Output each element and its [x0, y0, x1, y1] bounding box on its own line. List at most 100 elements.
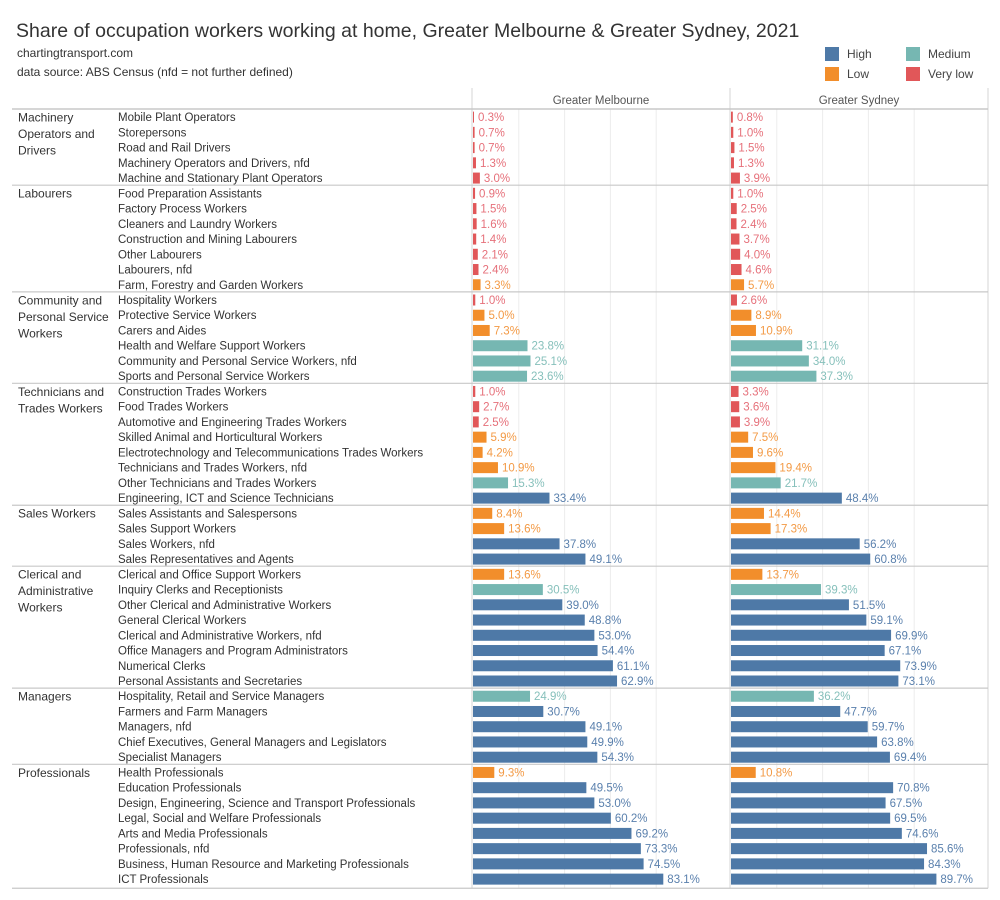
- data-label: 1.0%: [737, 127, 763, 139]
- bar: [731, 218, 737, 230]
- data-label: 56.2%: [864, 539, 897, 551]
- bar: [473, 660, 613, 672]
- data-label: 83.1%: [667, 874, 700, 886]
- occupation-label: Community and Personal Service Workers, …: [118, 356, 357, 368]
- occupation-label: Managers, nfd: [118, 722, 192, 734]
- data-label: 1.0%: [479, 386, 505, 398]
- bar: [473, 827, 632, 839]
- bar: [731, 766, 756, 778]
- data-label: 1.6%: [481, 219, 507, 231]
- bar: [731, 873, 937, 885]
- bar: [731, 721, 868, 733]
- bar: [473, 446, 483, 458]
- bar: [731, 523, 771, 535]
- bar: [731, 538, 860, 550]
- occupation-label: Road and Rail Drivers: [118, 143, 231, 155]
- occupation-label: ICT Professionals: [118, 874, 209, 886]
- occupation-label: Arts and Media Professionals: [118, 828, 268, 840]
- data-label: 10.8%: [760, 767, 793, 779]
- bar: [473, 751, 598, 763]
- data-label: 0.3%: [478, 112, 504, 124]
- data-label: 13.6%: [508, 569, 541, 581]
- bar: [473, 797, 595, 809]
- bar: [731, 294, 737, 306]
- bar: [731, 203, 737, 215]
- bar: [731, 858, 925, 870]
- bar: [473, 690, 531, 702]
- occupation-label: Machine and Stationary Plant Operators: [118, 173, 323, 185]
- legend-label: High: [847, 47, 872, 61]
- occupation-label: Technicians and Trades Workers, nfd: [118, 463, 307, 475]
- occupation-label: Food Preparation Assistants: [118, 188, 262, 200]
- bar: [731, 385, 739, 397]
- group-label: Personal Service: [18, 310, 109, 324]
- data-label: 7.3%: [494, 325, 520, 337]
- bar: [731, 264, 742, 276]
- data-label: 5.9%: [491, 432, 517, 444]
- occupation-label: Other Clerical and Administrative Worker…: [118, 600, 331, 612]
- site-credit: chartingtransport.com: [17, 46, 134, 60]
- data-label: 19.4%: [779, 463, 812, 475]
- data-label: 59.1%: [870, 615, 903, 627]
- bar: [731, 675, 899, 687]
- data-label: 53.0%: [598, 630, 631, 642]
- occupation-label: Personal Assistants and Secretaries: [118, 676, 302, 688]
- data-label: 9.6%: [757, 447, 783, 459]
- data-label: 4.2%: [487, 447, 513, 459]
- bar: [473, 675, 618, 687]
- data-label: 60.2%: [615, 813, 648, 825]
- occupation-label: Farm, Forestry and Garden Workers: [118, 280, 303, 292]
- bar: [473, 294, 476, 306]
- bar: [731, 751, 890, 763]
- occupation-label: Hospitality Workers: [118, 295, 217, 307]
- occupation-label: Inquiry Clerks and Receptionists: [118, 585, 283, 597]
- bar: [473, 629, 595, 641]
- data-label: 49.9%: [591, 737, 624, 749]
- bar: [473, 370, 528, 382]
- data-label: 9.3%: [498, 767, 524, 779]
- bar: [731, 416, 740, 428]
- data-label: 70.8%: [897, 783, 930, 795]
- bar: [731, 248, 741, 260]
- bar: [731, 507, 764, 519]
- occupation-label: Business, Human Resource and Marketing P…: [118, 859, 409, 871]
- legend-item-medium: Medium: [906, 47, 971, 61]
- data-label: 37.8%: [564, 539, 597, 551]
- data-label: 69.9%: [895, 630, 928, 642]
- bar: [473, 157, 476, 169]
- bar: [473, 584, 543, 596]
- data-label: 5.0%: [488, 310, 514, 322]
- bar: [473, 568, 505, 580]
- data-label: 73.3%: [645, 844, 678, 856]
- occupation-label: Legal, Social and Welfare Professionals: [118, 813, 321, 825]
- data-label: 4.6%: [746, 265, 772, 277]
- data-label: 1.5%: [738, 143, 764, 155]
- chart-title: Share of occupation workers working at h…: [16, 20, 800, 42]
- data-label: 2.7%: [483, 402, 509, 414]
- data-label: 33.4%: [553, 493, 586, 505]
- group-label: Drivers: [18, 144, 56, 158]
- bar: [473, 431, 487, 443]
- data-label: 39.0%: [566, 600, 599, 612]
- legend-label: Very low: [928, 67, 974, 81]
- data-label: 61.1%: [617, 661, 650, 673]
- data-label: 31.1%: [806, 341, 839, 353]
- occupation-label: Storepersons: [118, 127, 187, 139]
- bar: [473, 126, 475, 138]
- data-label: 0.9%: [479, 188, 505, 200]
- legend-item-very-low: Very low: [906, 67, 973, 81]
- bar: [473, 264, 479, 276]
- bar: [731, 660, 901, 672]
- data-label: 1.4%: [480, 234, 506, 246]
- bar: [473, 843, 641, 855]
- panel-header: Greater Sydney: [819, 95, 900, 107]
- bar: [731, 584, 821, 596]
- occupation-label: Health and Welfare Support Workers: [118, 341, 306, 353]
- bar: [731, 843, 928, 855]
- bar: [473, 477, 509, 489]
- occupation-label: Factory Process Workers: [118, 204, 247, 216]
- bar: [473, 355, 531, 367]
- bar: [731, 736, 878, 748]
- data-label: 39.3%: [825, 585, 858, 597]
- bar: [473, 507, 493, 519]
